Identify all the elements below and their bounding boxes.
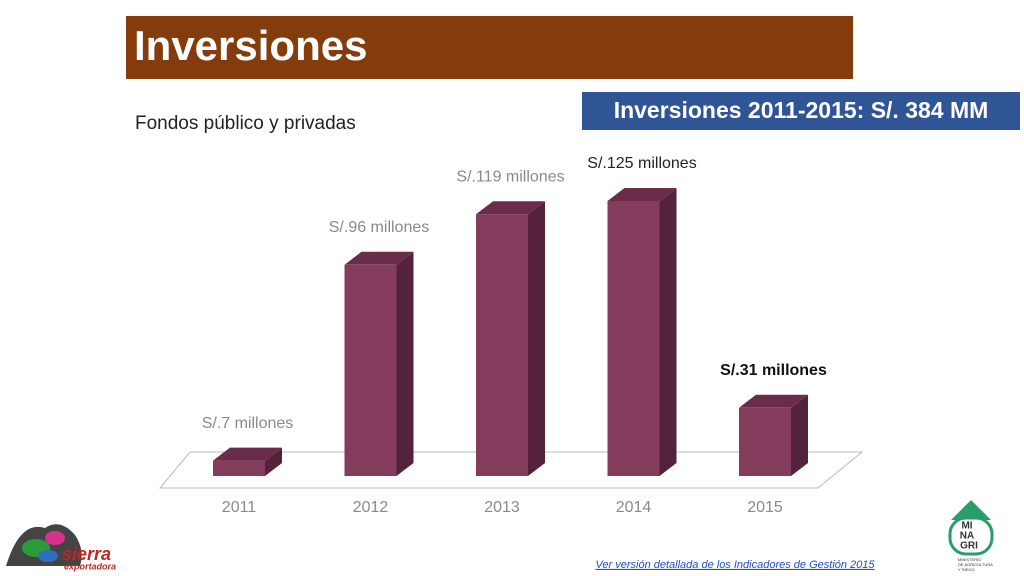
logo-text: DE AGRICULTURA	[958, 562, 993, 567]
value-label: S/.31 millones	[720, 362, 827, 379]
bar	[213, 460, 265, 476]
logo-minagri: MI NA GRI MINISTERIO DE AGRICULTURA Y RI…	[948, 500, 994, 572]
bar	[607, 201, 660, 476]
x-tick-label: 2014	[616, 499, 652, 516]
link[interactable]: Ver versión detallada de los Indicadores…	[595, 559, 875, 571]
bar	[476, 214, 528, 476]
x-tick-label: 2011	[222, 499, 257, 516]
badge-text: Inversiones 2011-2015: S/. 384 MM	[614, 97, 989, 123]
value-label: S/.119 millones	[456, 168, 564, 185]
value-label: S/.96 millones	[329, 219, 430, 236]
logo-text: sierra	[62, 544, 111, 564]
bar	[344, 264, 397, 476]
value-label: S/.125 millones	[587, 155, 696, 172]
badge	[582, 92, 1020, 130]
logo-text: MINISTERIO	[958, 557, 981, 562]
bar-side	[396, 251, 414, 476]
bars: 2011 S/.7 millones 2012 S/.96 millones 2013 S…	[202, 155, 827, 516]
bar	[739, 407, 791, 476]
subtitle: Fondos público y privadas	[135, 113, 356, 134]
logo-text: MI	[961, 521, 972, 532]
title-bar	[126, 16, 853, 79]
logo-text: GRI	[960, 541, 978, 552]
logo-text: exportadora	[64, 561, 116, 571]
title: Inversiones	[134, 22, 367, 69]
bar-side	[791, 394, 808, 476]
bar-top	[739, 394, 808, 408]
bar-side	[659, 188, 677, 476]
bar-top	[213, 447, 282, 461]
bar-top	[344, 251, 414, 265]
logo-sierra: sierra exportadora	[6, 524, 116, 571]
value-label: S/.7 millones	[202, 415, 294, 432]
bar-side	[265, 447, 282, 476]
bar-side	[528, 201, 545, 476]
bar-top	[607, 188, 677, 201]
x-tick-label: 2012	[353, 499, 389, 516]
bar-top	[476, 201, 545, 215]
logo-text: NA	[960, 531, 974, 542]
logo-text: Y RIEGO	[958, 567, 975, 572]
x-tick-label: 2015	[747, 499, 783, 516]
x-tick-label: 2013	[484, 499, 520, 516]
